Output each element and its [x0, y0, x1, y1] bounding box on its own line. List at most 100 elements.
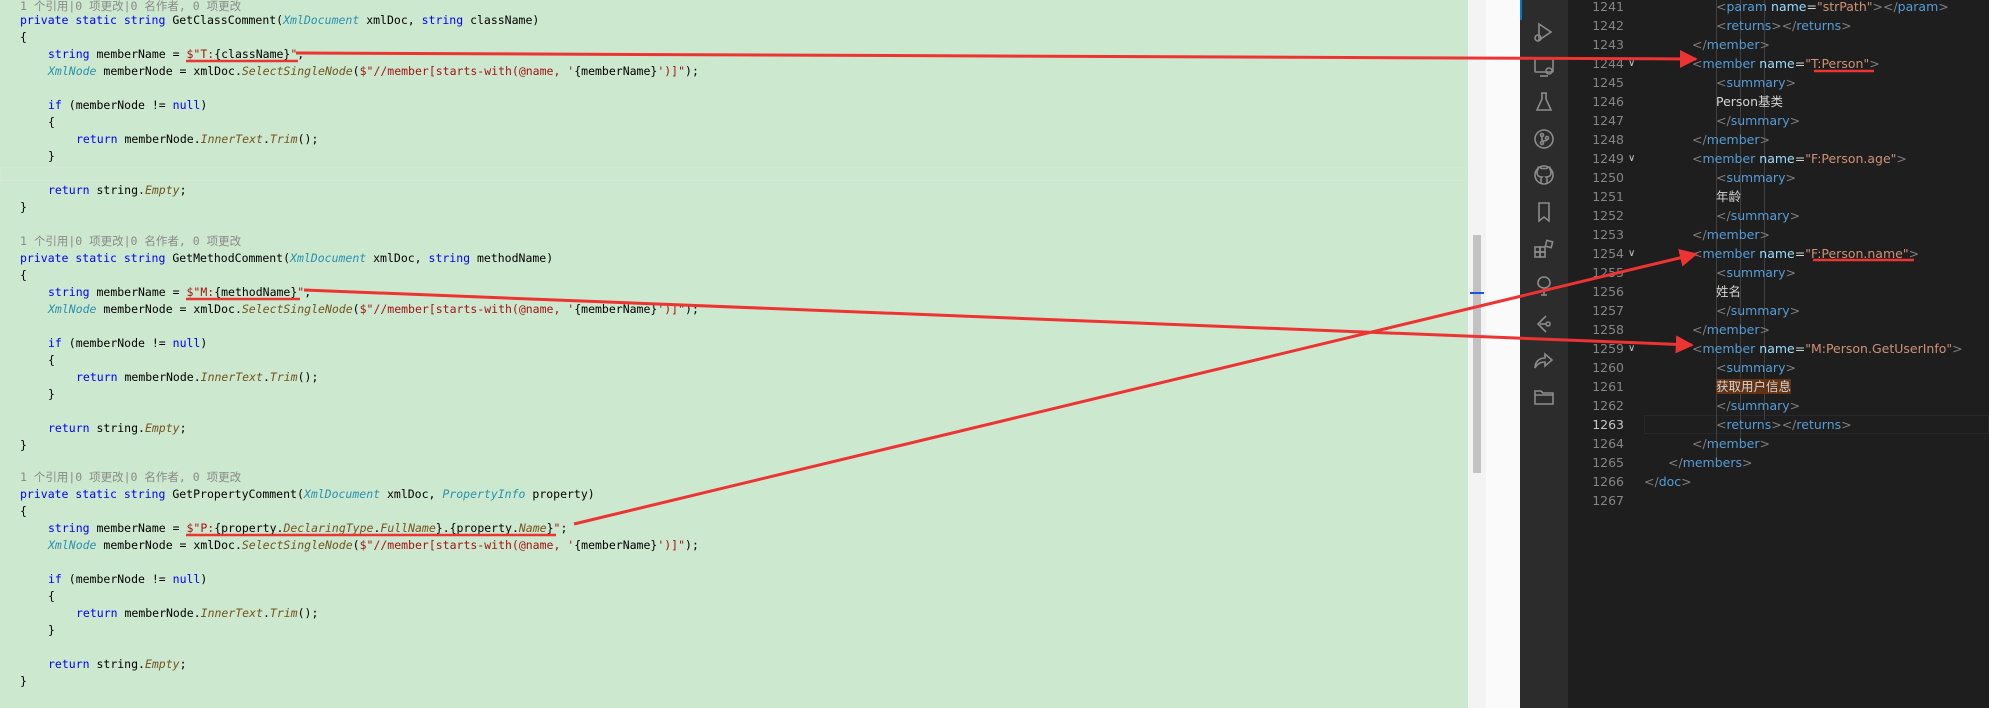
code-token: FullName [380, 521, 436, 535]
fold-chevron-icon[interactable]: ∨ [1628, 248, 1636, 259]
code-token: . [262, 132, 270, 146]
code-token: XmlNode [48, 64, 97, 78]
activity-bar [1520, 0, 1568, 708]
code-token: 1 个引用|0 项更改|0 名作者, 0 项更改 [20, 470, 242, 484]
xml-token: </ [1716, 398, 1731, 413]
code-token: }.{property. [435, 521, 519, 535]
xml-token: 获取用户信息 [1716, 379, 1792, 394]
code-token: (memberNode != [61, 98, 173, 112]
code-token: return [76, 370, 118, 384]
fold-chevron-icon[interactable]: ∨ [1628, 153, 1636, 164]
code-token: $"P: [186, 521, 215, 535]
codelens-line[interactable]: 1 个引用|0 项更改|0 名作者, 0 项更改 [20, 0, 241, 15]
xml-token: doc [1658, 474, 1682, 489]
xml-token: > [1759, 436, 1770, 451]
xml-line: 1265 </members> [1568, 453, 1989, 472]
github-icon[interactable] [1530, 161, 1558, 189]
xml-line: 1253 </member> [1568, 225, 1989, 244]
live-share-icon[interactable] [1530, 347, 1558, 375]
code-token: (); [297, 370, 319, 384]
code-token: } [20, 438, 27, 452]
xml-token: member [1706, 132, 1760, 147]
code-token: GetClassComment( [172, 13, 284, 27]
code-token: InnerText [200, 606, 263, 620]
scrollbar-thumb[interactable] [1473, 235, 1481, 473]
xml-token: > [1869, 56, 1880, 71]
xml-line: 1246 Person基类 [1568, 92, 1989, 111]
line-number: 1267 [1592, 493, 1624, 508]
bookmarks-icon[interactable] [1530, 198, 1558, 226]
xml-line: 1255 <summary> [1568, 263, 1989, 282]
code-token: Name [518, 521, 547, 535]
code-line: } [48, 386, 55, 403]
left-code-editor[interactable]: 1 个引用|0 项更改|0 名作者, 0 项更改 private static s… [0, 0, 1468, 708]
xml-token: < [1716, 265, 1727, 280]
folder-icon[interactable] [1530, 383, 1558, 411]
gitlens-icon[interactable] [1530, 310, 1558, 338]
xml-token: 年龄 [1716, 189, 1742, 204]
code-token: xmlDoc, [366, 251, 429, 265]
code-line: } [20, 199, 27, 216]
xml-token: member [1702, 246, 1756, 261]
code-line: return string.Empty; [48, 656, 187, 673]
xml-line: 1266 </doc> [1568, 472, 1989, 491]
line-number: 1258 [1592, 322, 1624, 337]
remote-explorer-icon[interactable] [1530, 53, 1558, 81]
source-control-icon[interactable] [1530, 125, 1558, 153]
right-xml-editor[interactable]: 1241 <param name="strPath"></param> 1242 <r… [1568, 0, 1989, 708]
code-token: Trim [269, 606, 298, 620]
xml-token: < [1692, 246, 1703, 261]
xml-line: 1244 ∨ <member name="T:Person"> [1568, 54, 1989, 73]
xml-code: 获取用户信息 [1716, 377, 1792, 396]
code-token: ) [200, 572, 208, 586]
xml-token: = [1794, 246, 1806, 261]
code-token: private static string [20, 13, 173, 27]
line-number: 1249 [1592, 151, 1624, 166]
codelens-line[interactable]: 1 个引用|0 项更改|0 名作者, 0 项更改 [20, 233, 241, 250]
xml-line: 1243 </member> [1568, 35, 1989, 54]
xml-token: > [1841, 18, 1852, 33]
indent-guide [1740, 0, 1741, 440]
xml-token: </ [1692, 322, 1707, 337]
xml-token: </ [1716, 303, 1731, 318]
xml-line: 1247 </summary> [1568, 111, 1989, 130]
code-token: $"//member[starts-with(@name, ' [359, 64, 575, 78]
code-line: if (memberNode != null) [48, 97, 207, 114]
fold-chevron-icon[interactable]: ∨ [1628, 58, 1636, 69]
left-editor-scrollbar[interactable] [1468, 0, 1486, 708]
code-line: { [20, 29, 27, 46]
code-token: null [172, 336, 201, 350]
xml-token: 姓名 [1716, 284, 1742, 299]
run-debug-icon[interactable] [1530, 18, 1558, 46]
code-token: InnerText [200, 132, 263, 146]
code-token: memberNode. [117, 370, 201, 384]
pane-separator [1486, 0, 1520, 708]
code-line: string memberName = $"T:{className}"; [48, 46, 304, 63]
code-token: memberNode = xmlDoc. [96, 538, 242, 552]
code-token: ; [560, 521, 568, 535]
code-line: { [20, 267, 27, 284]
code-token: xmlDoc, [359, 13, 422, 27]
fold-chevron-icon[interactable]: ∨ [1628, 343, 1636, 354]
code-line: } [48, 148, 55, 165]
xml-token: > [1789, 208, 1801, 223]
code-token: Empty [144, 657, 180, 671]
code-token: { [20, 504, 27, 518]
code-token: } [48, 387, 55, 401]
code-token: } [546, 521, 554, 535]
xml-code: 年龄 [1716, 187, 1741, 206]
xml-token: > [1896, 151, 1907, 166]
extensions-icon[interactable] [1530, 235, 1558, 263]
code-token: memberNode. [117, 606, 201, 620]
line-number: 1261 [1592, 379, 1624, 394]
code-token: (memberNode != [61, 336, 173, 350]
tree-icon[interactable] [1530, 272, 1558, 300]
code-token: } [20, 674, 27, 688]
xml-code: 姓名 [1716, 282, 1741, 301]
testing-icon[interactable] [1530, 88, 1558, 116]
code-token: XmlDocument [303, 487, 381, 501]
codelens-line[interactable]: 1 个引用|0 项更改|0 名作者, 0 项更改 [20, 469, 241, 486]
code-token: } [20, 200, 27, 214]
xml-token: < [1716, 360, 1727, 375]
code-token: ( [352, 302, 360, 316]
